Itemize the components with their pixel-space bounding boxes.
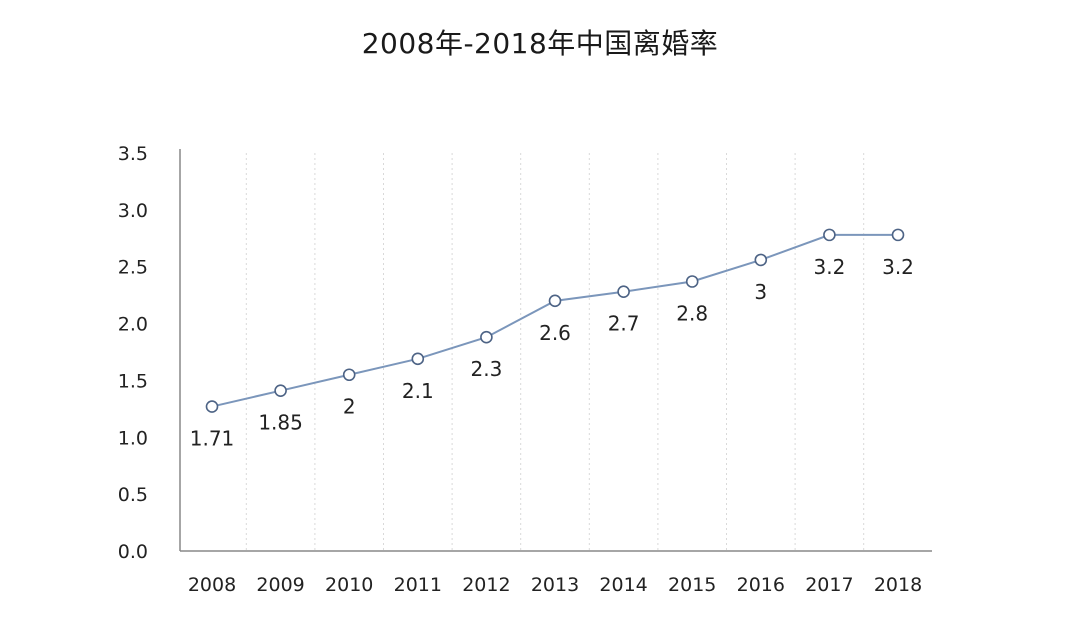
data-point [754, 253, 768, 267]
y-tick-label: 0.0 [118, 541, 148, 563]
data-point [411, 352, 425, 366]
data-label: 1.71 [190, 427, 235, 451]
data-point [480, 330, 493, 344]
data-point [891, 228, 905, 242]
data-point [342, 368, 356, 382]
x-tick-label: 2017 [805, 574, 853, 596]
data-point [274, 384, 287, 397]
y-tick-label: 0.5 [118, 484, 148, 506]
data-label: 3.2 [882, 255, 914, 279]
y-tick-label: 3.0 [118, 200, 148, 222]
y-tick-label: 1.5 [118, 370, 148, 392]
y-tick-label: 2.5 [118, 257, 148, 279]
x-tick-label: 2012 [462, 574, 510, 596]
data-label: 1.85 [258, 411, 303, 435]
data-label: 2.6 [539, 321, 571, 345]
chart-title: 2008年-2018年中国离婚率 [361, 27, 719, 60]
x-tick-label: 2009 [256, 574, 304, 596]
data-label: 3 [754, 280, 767, 304]
x-tick-label: 2015 [668, 574, 716, 596]
data-point [205, 400, 219, 413]
x-tick-label: 2008 [188, 574, 236, 596]
data-point [617, 285, 630, 299]
y-tick-label: 3.5 [118, 143, 148, 165]
x-tick-label: 2011 [394, 574, 442, 596]
data-label: 2.8 [676, 301, 708, 325]
x-tick-label: 2014 [599, 574, 647, 596]
data-point [548, 294, 562, 308]
data-label: 2 [343, 395, 356, 419]
data-label: 2.1 [402, 379, 434, 403]
data-point [685, 275, 699, 288]
x-tick-label: 2013 [531, 574, 579, 596]
data-label: 2.3 [470, 357, 502, 381]
x-tick-label: 2018 [874, 574, 922, 596]
y-tick-label: 2.0 [118, 314, 148, 336]
x-tick-label: 2010 [325, 574, 373, 596]
x-tick-label: 2016 [737, 574, 785, 596]
data-point [823, 228, 836, 242]
data-label: 2.7 [608, 312, 640, 336]
data-label: 3.2 [813, 255, 845, 279]
y-tick-label: 1.0 [118, 427, 148, 449]
